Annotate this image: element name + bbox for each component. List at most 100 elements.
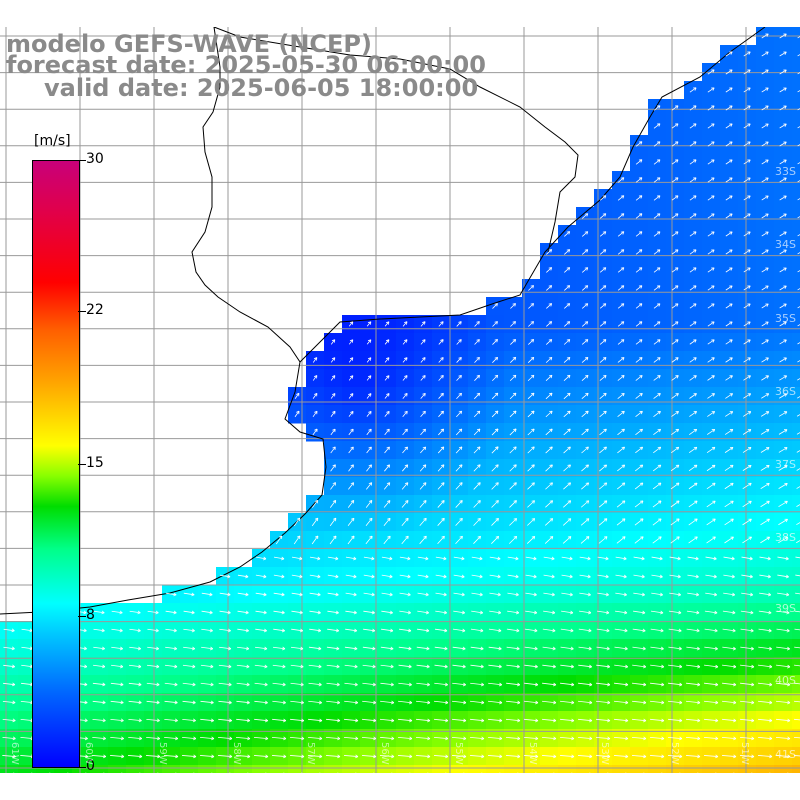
wind-arrow <box>761 33 769 39</box>
wind-arrow <box>707 123 715 129</box>
wind-arrow <box>598 536 608 544</box>
wind-arrow <box>775 718 791 723</box>
wind-arrow <box>147 610 159 615</box>
wind-arrow <box>541 718 557 723</box>
wind-arrow <box>348 357 354 363</box>
wind-arrow <box>724 446 734 453</box>
wind-arrow <box>165 610 177 615</box>
wind-arrow <box>474 321 480 327</box>
wind-arrow <box>541 754 557 759</box>
wind-arrow <box>689 87 697 93</box>
wind-arrow <box>707 213 715 219</box>
wind-arrow <box>761 213 769 219</box>
wind-arrow <box>670 536 680 544</box>
wind-speed-cell <box>216 765 235 773</box>
wind-arrow <box>725 357 733 363</box>
wind-arrow <box>506 682 521 687</box>
wind-arrow <box>362 682 376 687</box>
wind-arrow <box>307 754 323 759</box>
wind-arrow <box>653 267 661 273</box>
wind-arrow <box>670 500 680 508</box>
wind-speed-cell <box>774 765 793 773</box>
wind-arrow <box>707 177 715 183</box>
wind-arrow <box>236 718 251 723</box>
wind-arrow <box>366 482 373 490</box>
wind-arrow <box>704 682 719 687</box>
wind-arrow <box>741 592 754 597</box>
wind-arrow <box>111 628 123 633</box>
wind-arrow <box>577 700 593 705</box>
wind-arrow <box>492 303 498 309</box>
wind-arrow <box>632 646 646 651</box>
wind-arrow <box>617 231 625 237</box>
wind-arrow <box>254 700 268 705</box>
wind-arrow <box>272 718 287 723</box>
wind-arrow <box>761 51 769 57</box>
wind-arrow <box>706 518 716 526</box>
wind-arrow <box>433 700 449 705</box>
wind-arrow <box>743 141 751 147</box>
wind-speed-cell <box>792 675 800 694</box>
wind-arrow <box>671 303 679 309</box>
wind-arrow <box>92 718 106 723</box>
wind-arrow <box>599 321 607 327</box>
wind-arrow <box>796 504 800 507</box>
wind-arrow <box>779 339 787 345</box>
wind-arrow <box>778 482 788 489</box>
wind-arrow <box>380 646 394 651</box>
wind-arrow <box>492 339 498 345</box>
wind-arrow <box>435 556 447 561</box>
lon-label: 58W <box>231 742 242 765</box>
wind-arrow <box>273 556 285 561</box>
wind-arrow <box>761 105 769 111</box>
wind-arrow <box>689 105 697 111</box>
wind-arrow <box>542 664 556 669</box>
wind-arrow <box>237 610 249 615</box>
wind-arrow <box>325 718 341 723</box>
wind-arrow <box>689 393 697 399</box>
wind-arrow <box>706 429 716 435</box>
wind-arrow <box>543 610 556 615</box>
wind-arrow <box>506 664 520 669</box>
wind-speed-cell <box>792 243 800 262</box>
wind-arrow <box>383 500 391 508</box>
wind-arrow <box>742 500 752 508</box>
wind-arrow <box>456 339 462 345</box>
wind-arrow <box>797 144 800 147</box>
wind-arrow <box>689 339 697 345</box>
wind-arrow <box>669 592 681 597</box>
wind-arrow <box>739 736 755 741</box>
wind-arrow <box>704 664 719 669</box>
wind-arrow <box>779 393 788 399</box>
wind-arrow <box>543 574 555 579</box>
wind-arrow <box>437 446 445 454</box>
wind-arrow <box>433 736 449 741</box>
wind-arrow <box>165 592 177 597</box>
wind-arrow <box>451 754 467 759</box>
wind-arrow <box>689 267 697 273</box>
wind-arrow <box>380 664 394 669</box>
wind-arrow <box>564 267 571 273</box>
wind-arrow <box>670 482 680 490</box>
wind-arrow <box>614 628 628 633</box>
colorbar-tick-15: 15 <box>86 455 104 471</box>
wind-arrow <box>505 700 521 705</box>
wind-arrow <box>525 610 538 615</box>
wind-arrow <box>420 446 427 454</box>
wind-arrow <box>397 754 413 759</box>
wind-speed-cell <box>792 585 800 604</box>
wind-arrow <box>110 700 124 705</box>
wind-arrow <box>129 646 141 651</box>
wind-arrow <box>420 410 426 418</box>
wind-arrow <box>474 374 480 381</box>
wind-arrow <box>362 664 376 669</box>
wind-arrow <box>617 177 625 183</box>
wind-arrow <box>671 141 679 147</box>
wind-arrow <box>165 628 177 633</box>
wind-arrow <box>527 482 535 490</box>
wind-arrow <box>599 213 607 219</box>
wind-arrow <box>146 718 160 723</box>
wind-arrow <box>725 411 734 417</box>
colorbar-tickmark <box>78 311 86 312</box>
wind-arrow <box>725 69 733 75</box>
